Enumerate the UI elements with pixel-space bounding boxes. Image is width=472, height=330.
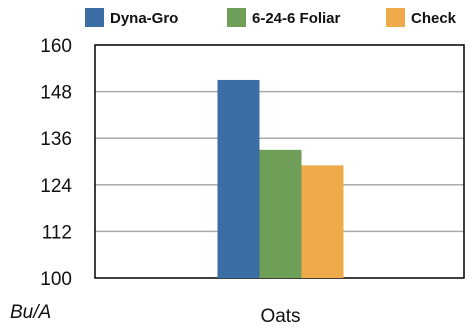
legend-label: 6-24-6 Foliar: [252, 10, 341, 27]
bar-dyna-gro: [217, 79, 260, 278]
x-category-labels: Oats: [260, 306, 300, 327]
y-tick-label: 160: [40, 36, 72, 57]
bars: [217, 79, 344, 278]
legend-label: Check: [411, 10, 457, 27]
y-axis-label: Bu/A: [10, 302, 51, 323]
legend-swatch: [227, 8, 246, 27]
y-tick-label: 136: [40, 129, 72, 150]
x-category-label: Oats: [260, 306, 300, 325]
bar-check: [301, 165, 344, 278]
y-tick-label: 124: [40, 176, 72, 197]
legend-swatch: [386, 8, 405, 27]
y-tick-label: 100: [40, 269, 72, 290]
legend-label: Dyna-Gro: [110, 10, 178, 27]
bar-6-24-6-foliar: [259, 149, 302, 278]
legend-swatch: [85, 8, 104, 27]
y-tick-label: 112: [42, 222, 72, 243]
y-tick-labels: 100 112 124 136 148 160: [40, 36, 72, 290]
legend: Dyna-Gro 6-24-6 Foliar Check: [85, 8, 457, 27]
y-tick-label: 148: [40, 83, 72, 104]
